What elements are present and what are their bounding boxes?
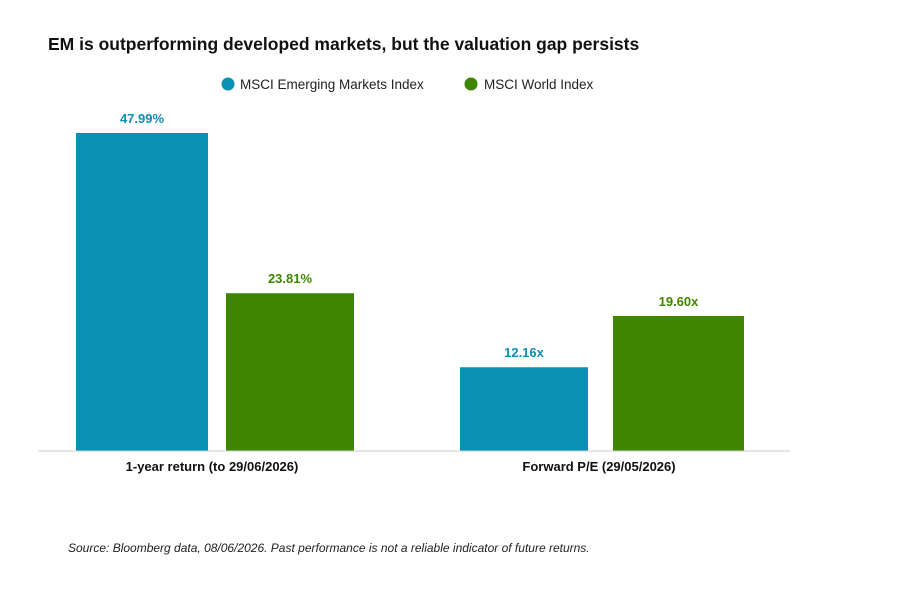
- legend-marker: [221, 77, 235, 91]
- source-note: Source: Bloomberg data, 08/06/2026. Past…: [68, 541, 590, 555]
- category-label: Forward P/E (29/05/2026): [522, 459, 675, 474]
- legend-label: MSCI World Index: [484, 77, 594, 92]
- legend: MSCI Emerging Markets Index MSCI World In…: [221, 77, 594, 92]
- category-labels: 1-year return (to 29/06/2026) Forward P/E…: [126, 459, 676, 474]
- data-label: 19.60x: [659, 294, 700, 309]
- bar: [460, 367, 588, 451]
- bar: [76, 133, 208, 451]
- legend-marker: [464, 77, 478, 91]
- bars: 47.99% 23.81% 12.16x 19.60x: [76, 111, 744, 451]
- chart-title: EM is outperforming developed markets, b…: [48, 34, 640, 54]
- data-label: 23.81%: [268, 271, 313, 286]
- bar: [613, 316, 744, 451]
- data-label: 12.16x: [504, 345, 545, 360]
- bar: [226, 293, 354, 451]
- category-label: 1-year return (to 29/06/2026): [126, 459, 299, 474]
- data-label: 47.99%: [120, 111, 165, 126]
- legend-label: MSCI Emerging Markets Index: [240, 77, 424, 92]
